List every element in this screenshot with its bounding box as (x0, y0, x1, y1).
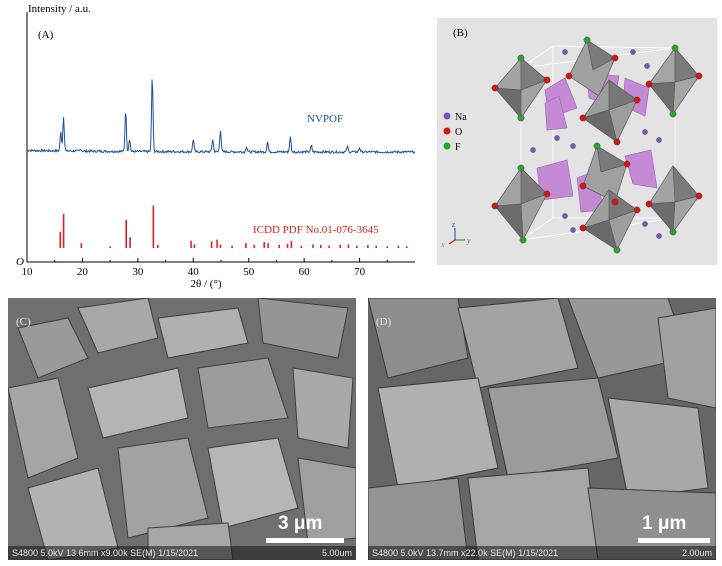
octahedron (648, 47, 700, 115)
panel-d-label: (D) (376, 316, 392, 328)
na-atom (570, 227, 576, 233)
o-atom (613, 138, 621, 146)
legend-na-label: Na (455, 112, 467, 123)
sem-info-scale: 2.00um (681, 548, 712, 558)
f-atom (517, 164, 525, 172)
o-atom (611, 54, 619, 62)
na-atom (530, 147, 536, 153)
o-atom (695, 72, 703, 80)
sem-micrograph-c (8, 298, 356, 560)
legend-na-marker (443, 112, 451, 120)
panel-b-label: (B) (453, 27, 468, 39)
na-atom (562, 213, 568, 219)
o-atom (491, 202, 499, 210)
f-atom (671, 44, 679, 52)
scale-bar-label: 1 μm (642, 513, 687, 534)
xrd-panel: 10 20 30 40 50 60 70 Intensity / a.u. (A) O 2θ… (0, 0, 425, 290)
legend-o-marker (443, 127, 451, 135)
tetrahedron (544, 95, 568, 131)
sem-image-c: (C) 3 μm S4800 5.0kV 13.6mm x9.00k SE(M)… (8, 298, 356, 560)
atoms (491, 36, 703, 254)
o-atom (623, 160, 631, 168)
reference-series-label: ICDD PDF No.01-076-3645 (253, 224, 379, 236)
na-atom (570, 143, 576, 149)
o-atom (611, 198, 619, 206)
xrd-chart: 10 20 30 40 50 60 70 Intensity / a.u. (A) O 2θ… (16, 3, 416, 290)
o-atom (565, 72, 573, 80)
panel-a-label: (A) (38, 29, 54, 41)
o-atom (579, 224, 587, 232)
o-atom (695, 192, 703, 200)
o-atom (633, 206, 641, 214)
x-tick-label: 70 (354, 266, 366, 278)
o-atom (633, 96, 641, 104)
y-axis-label: Intensity / a.u. (28, 3, 91, 15)
octahedron (582, 189, 638, 251)
nvpof-series-label: NVPOF (307, 113, 343, 125)
na-atom (642, 129, 648, 135)
sem-info-text: S4800 5.0kV 13.6mm x9.00k SE(M) 1/15/202… (12, 548, 199, 558)
sem-info-bar: S4800 5.0kV 13.7mm x22.0k SE(M) 1/15/202… (368, 546, 716, 560)
o-atom (579, 182, 587, 190)
f-atom (669, 110, 677, 118)
octahedron (494, 57, 548, 119)
axis-z-label: z (451, 220, 456, 229)
sem-info-bar: S4800 5.0kV 13.6mm x9.00k SE(M) 1/15/202… (8, 546, 356, 560)
f-atom (519, 236, 527, 244)
x-ticks: 10 20 30 40 50 60 70 (22, 258, 388, 278)
na-atom (630, 49, 636, 55)
na-atom (562, 49, 568, 55)
scale-bar (638, 538, 710, 543)
x-tick-label: 50 (243, 266, 255, 278)
sem-info-text: S4800 5.0kV 13.7mm x22.0k SE(M) 1/15/202… (372, 548, 559, 558)
f-atom (613, 246, 621, 254)
nvpof-pattern-line (26, 79, 416, 155)
scale-bar (266, 538, 344, 543)
octahedron (648, 164, 700, 233)
scale-bar-label: 3 μm (278, 513, 323, 534)
na-atom (656, 137, 662, 143)
crystal-structure-panel: (B) Na O F y z x (437, 18, 717, 265)
o-atom (645, 80, 653, 88)
x-axis-label: 2θ / (°) (190, 278, 221, 290)
origin-label: O (16, 256, 24, 268)
f-atom (593, 142, 601, 150)
atom-legend: Na O F (443, 112, 467, 153)
o-atom (491, 84, 499, 92)
o-atom (543, 190, 551, 198)
x-tick-label: 30 (132, 266, 144, 278)
tetrahedron (624, 149, 658, 189)
crystal-structure-figure: (B) Na O F y z x (440, 27, 703, 254)
x-tick-label: 10 (22, 266, 34, 278)
octahedra (494, 39, 700, 251)
o-atom (543, 76, 551, 84)
axis-y-label: y (466, 236, 471, 245)
reference-sticks (59, 205, 408, 248)
f-atom (583, 36, 591, 44)
sem-info-scale: 5.00um (321, 548, 352, 558)
na-atom (642, 221, 648, 227)
axes-triad: y z x (440, 220, 471, 249)
octahedron (568, 39, 616, 97)
x-tick-label: 60 (299, 266, 311, 278)
na-atom (656, 233, 662, 239)
x-tick-label: 20 (77, 266, 89, 278)
f-atom (669, 228, 677, 236)
panel-c-label: (C) (16, 316, 31, 328)
o-atom (579, 114, 587, 122)
legend-f-label: F (455, 142, 461, 153)
f-atom (517, 54, 525, 62)
na-atom (644, 63, 650, 69)
axis-x-label: x (440, 240, 445, 249)
legend-o-label: O (455, 127, 462, 138)
sem-image-d: (D) 1 μm S4800 5.0kV 13.7mm x22.0k SE(M)… (368, 298, 716, 560)
octahedron (494, 167, 548, 242)
f-atom (517, 114, 525, 122)
na-atom (554, 135, 560, 141)
o-atom (645, 200, 653, 208)
x-tick-label: 40 (188, 266, 200, 278)
legend-f-marker (443, 142, 451, 150)
